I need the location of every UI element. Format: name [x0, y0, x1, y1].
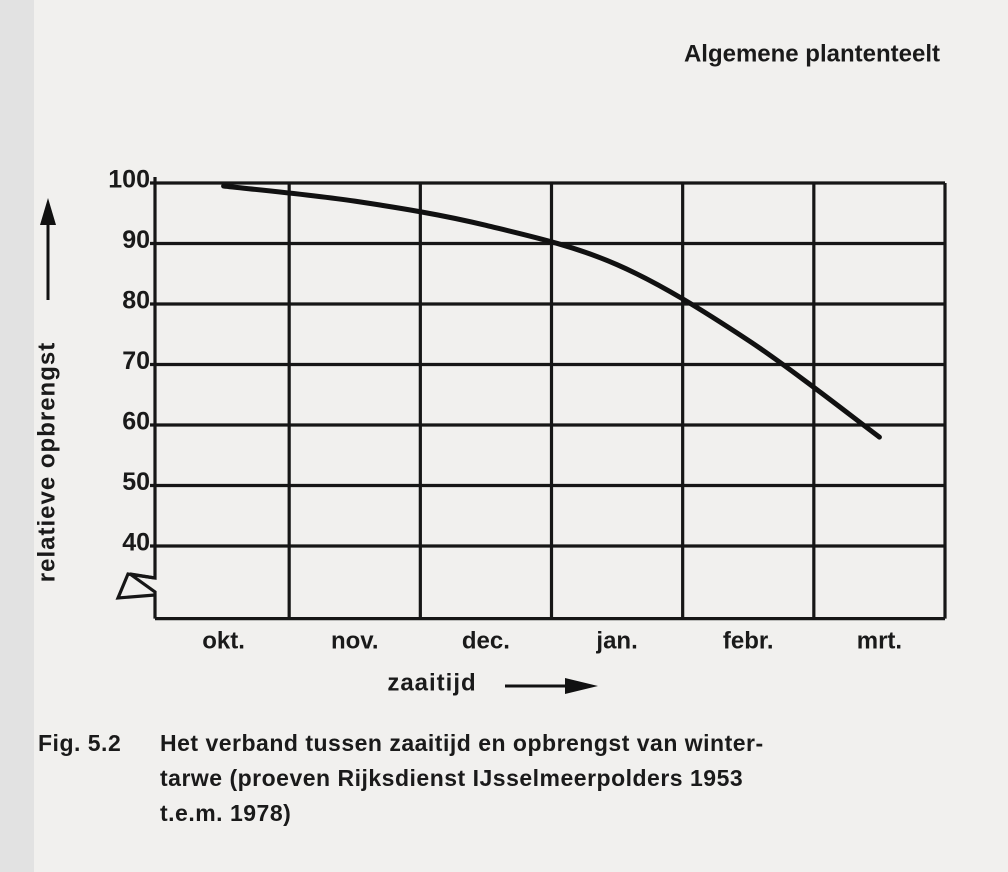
caption-label: Fig. 5.2 [38, 730, 121, 756]
caption-line: t.e.m. 1978) [160, 800, 291, 826]
y-axis-arrowhead [40, 198, 56, 225]
y-tick-label: 70 [122, 347, 150, 375]
page-header: Algemene plantenteelt [684, 40, 940, 67]
x-axis-arrowhead [565, 678, 598, 694]
x-tick-label: mrt. [857, 627, 902, 654]
y-tick-label: 40 [122, 529, 150, 557]
x-tick-label: febr. [723, 627, 774, 654]
y-tick-label: 80 [122, 287, 150, 315]
caption-line: tarwe (proeven Rijksdienst IJsselmeerpol… [160, 765, 743, 791]
y-tick-label: 50 [122, 468, 150, 496]
data-line [221, 183, 882, 440]
x-tick-label: okt. [202, 627, 245, 654]
y-tick-label: 100 [108, 166, 150, 194]
x-tick-label: nov. [331, 627, 379, 654]
x-tick-label: dec. [462, 627, 510, 654]
page-edge [0, 0, 34, 872]
y-tick-label: 90 [122, 226, 150, 254]
x-tick-label: jan. [595, 627, 637, 654]
y-axis-label: relatieve opbrengst [33, 342, 60, 582]
caption-line: Het verband tussen zaaitijd en opbrengst… [160, 730, 764, 756]
x-axis-label: zaaitijd [387, 669, 476, 696]
axis-break [115, 572, 156, 600]
y-tick-label: 60 [122, 408, 150, 436]
